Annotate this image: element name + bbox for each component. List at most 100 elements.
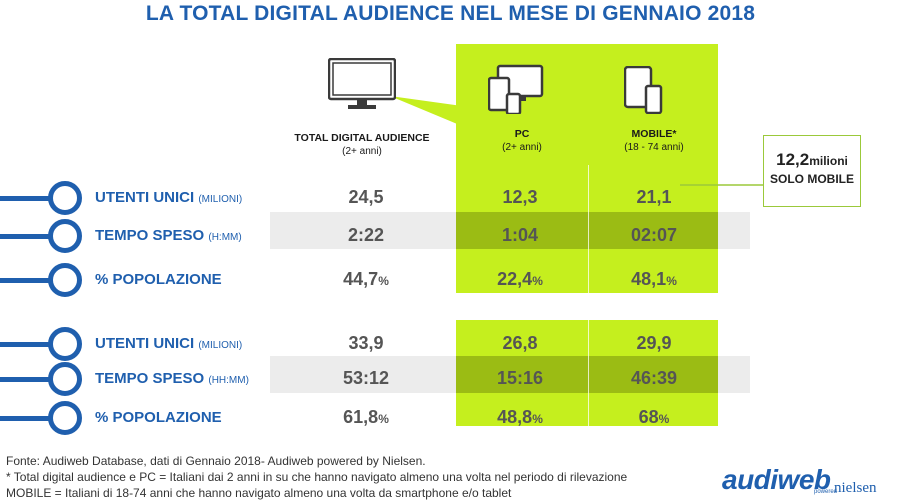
row-marker-circle xyxy=(48,181,82,215)
value-text: 24,5 xyxy=(348,187,384,207)
row-label-unit: (MILIONI) xyxy=(198,194,243,205)
value-text: 02:07 xyxy=(630,225,678,245)
row-label-text: UTENTI UNICI xyxy=(95,189,195,206)
value-cell: 22,4% xyxy=(460,269,580,290)
row-label-unit: (H:MM) xyxy=(208,232,242,243)
row-label: UTENTI UNICI (MILIONI) xyxy=(95,335,242,352)
connector-wedge xyxy=(390,96,462,126)
callout-value: 12,2 xyxy=(776,150,810,169)
row-label-unit: (MILIONI) xyxy=(198,340,243,351)
value-cell: 12,3 xyxy=(460,187,580,208)
row-marker-line xyxy=(0,196,52,201)
percent-sign: % xyxy=(666,274,677,288)
row-label: % POPOLAZIONE xyxy=(95,271,222,288)
row-marker-line xyxy=(0,377,52,382)
value-text: 53:12 xyxy=(342,368,390,388)
footnote-definition-mobile: MOBILE = Italiani di 18-74 anni che hann… xyxy=(6,486,512,500)
footnote-source: Fonte: Audiweb Database, dati di Gennaio… xyxy=(6,454,426,468)
value-cell: 61,8% xyxy=(306,407,426,428)
value-text: 33,9 xyxy=(348,333,384,353)
value-text: 26,8 xyxy=(502,333,538,353)
value-cell: 1:04 xyxy=(460,225,580,246)
column-label: PC xyxy=(514,128,530,140)
dark-band-tempo-1 xyxy=(456,212,718,249)
value-cell: 53:12 xyxy=(306,368,426,389)
row-marker-line xyxy=(0,416,52,421)
value-text: 29,9 xyxy=(636,333,672,353)
percent-sign: % xyxy=(532,412,543,426)
column-label: TOTAL DIGITAL AUDIENCE xyxy=(294,132,430,144)
column-divider-top xyxy=(588,165,589,293)
value-cell: 48,1% xyxy=(594,269,714,290)
percent-sign: % xyxy=(658,412,670,426)
callout-label: SOLO MOBILE xyxy=(770,172,854,186)
value-text: 48,8 xyxy=(497,407,533,427)
logo-brand: audiweb xyxy=(722,464,831,495)
column-label: MOBILE* xyxy=(631,128,677,140)
row-marker-circle xyxy=(48,219,82,253)
column-header-mobile: MOBILE* (18 - 74 anni) xyxy=(592,128,716,154)
column-header-total: TOTAL DIGITAL AUDIENCE (2+ anni) xyxy=(282,132,442,158)
logo-powered: powered xyxy=(814,489,838,495)
row-label: UTENTI UNICI (MILIONI) xyxy=(95,189,242,206)
value-text: 48,1 xyxy=(631,269,667,289)
row-marker-circle xyxy=(48,263,82,297)
value-cell: 26,8 xyxy=(460,333,580,354)
value-cell: 46:39 xyxy=(594,368,714,389)
value-text: 61,8 xyxy=(343,407,379,427)
callout-unit: milioni xyxy=(809,154,848,168)
value-cell: 24,5 xyxy=(306,187,426,208)
callout-connector xyxy=(680,184,764,186)
monitor-icon xyxy=(328,58,396,109)
row-label-text: % POPOLAZIONE xyxy=(95,271,222,288)
value-text: 21,1 xyxy=(636,187,672,207)
value-text: 44,7 xyxy=(343,269,379,289)
column-divider-bottom xyxy=(588,320,589,426)
row-marker-line xyxy=(0,342,52,347)
percent-sign: % xyxy=(378,412,389,426)
percent-sign: % xyxy=(378,274,389,288)
row-marker-circle xyxy=(48,327,82,361)
value-cell: 48,8% xyxy=(460,407,580,428)
value-cell: 29,9 xyxy=(594,333,714,354)
row-marker-line xyxy=(0,234,52,239)
row-marker-line xyxy=(0,278,52,283)
column-sub: (18 - 74 anni) xyxy=(624,142,684,153)
value-text: 46:39 xyxy=(630,368,678,388)
row-marker-circle xyxy=(48,401,82,435)
devices-icon xyxy=(488,64,544,114)
page-title: LA TOTAL DIGITAL AUDIENCE NEL MESE DI GE… xyxy=(145,2,756,25)
row-label-text: UTENTI UNICI xyxy=(95,335,195,352)
value-text: 68 xyxy=(638,407,659,427)
row-label-text: TEMPO SPESO xyxy=(95,227,205,244)
column-sub: (2+ anni) xyxy=(342,146,382,157)
row-label: % POPOLAZIONE xyxy=(95,409,222,426)
audiweb-logo: audiweb powered nielsen xyxy=(722,464,898,498)
column-sub: (2+ anni) xyxy=(502,142,542,153)
mobile-devices-icon xyxy=(624,66,663,114)
value-cell: 44,7% xyxy=(306,269,426,290)
value-text: 1:04 xyxy=(501,225,539,245)
value-text: 15:16 xyxy=(496,368,544,388)
value-cell: 2:22 xyxy=(306,225,426,246)
value-cell: 33,9 xyxy=(306,333,426,354)
footnote-definition-total: * Total digital audience e PC = Italiani… xyxy=(6,470,628,484)
row-marker-circle xyxy=(48,362,82,396)
row-label-text: % POPOLAZIONE xyxy=(95,409,222,426)
value-cell: 15:16 xyxy=(460,368,580,389)
value-text: 12,3 xyxy=(502,187,538,207)
value-cell: 21,1 xyxy=(594,187,714,208)
row-label: TEMPO SPESO (HH:MM) xyxy=(95,370,249,387)
value-text: 2:22 xyxy=(347,225,385,245)
value-cell: 02:07 xyxy=(594,225,714,246)
dark-band-tempo-2 xyxy=(456,356,718,393)
callout-solo-mobile: 12,2milioni SOLO MOBILE xyxy=(763,135,861,207)
value-text: 22,4 xyxy=(497,269,533,289)
column-header-pc: PC (2+ anni) xyxy=(460,128,584,154)
row-label-text: TEMPO SPESO xyxy=(95,370,205,387)
logo-partner: nielsen xyxy=(834,480,877,496)
value-cell: 68% xyxy=(594,407,714,428)
row-label: TEMPO SPESO (H:MM) xyxy=(95,227,242,244)
percent-sign: % xyxy=(532,274,543,288)
row-label-unit: (HH:MM) xyxy=(208,375,249,386)
